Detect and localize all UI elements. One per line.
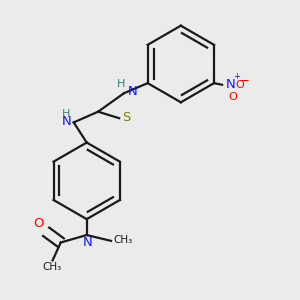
Text: −: − <box>238 75 250 88</box>
Text: O: O <box>235 80 244 90</box>
Text: CH₃: CH₃ <box>42 262 62 272</box>
Text: +: + <box>233 71 240 80</box>
Text: O: O <box>33 217 44 230</box>
Text: N: N <box>127 85 137 98</box>
Text: N: N <box>225 78 235 91</box>
Text: N: N <box>82 236 92 249</box>
Text: H: H <box>117 79 125 89</box>
Text: H: H <box>61 109 70 118</box>
Text: O: O <box>229 92 237 102</box>
Text: N: N <box>62 115 72 128</box>
Text: CH₃: CH₃ <box>114 235 133 245</box>
Text: S: S <box>122 111 130 124</box>
